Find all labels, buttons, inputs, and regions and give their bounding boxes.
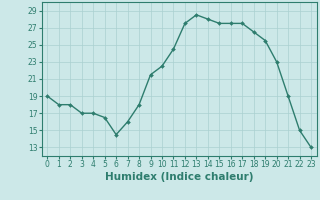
X-axis label: Humidex (Indice chaleur): Humidex (Indice chaleur): [105, 172, 253, 182]
